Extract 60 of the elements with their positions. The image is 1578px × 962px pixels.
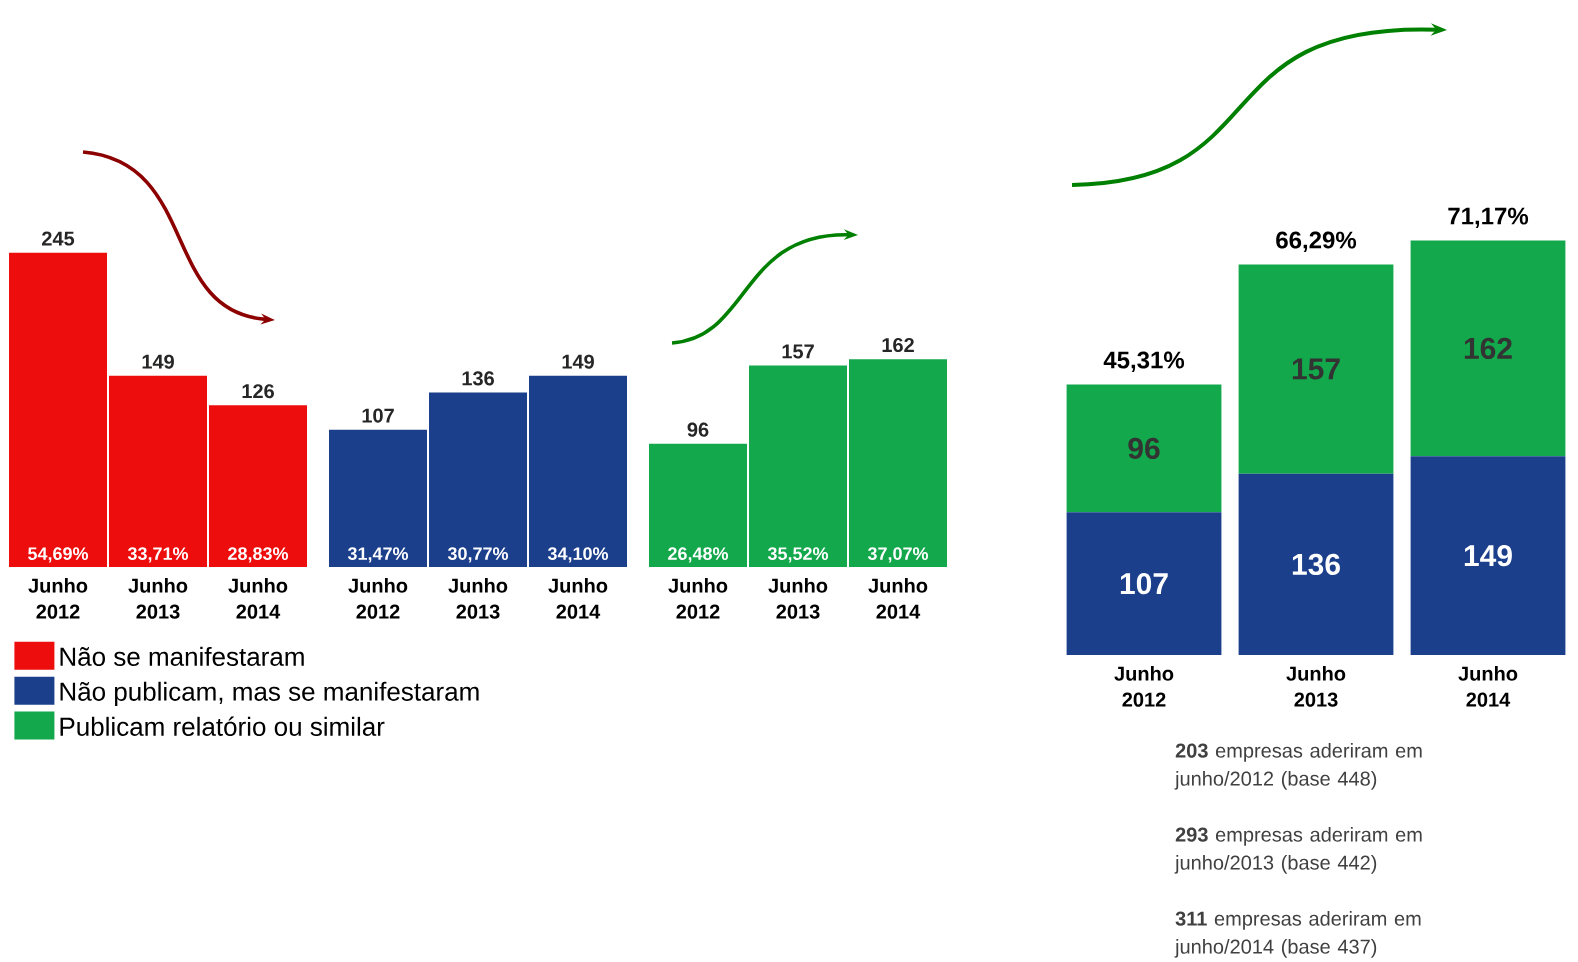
data-label: 162 [1464,337,1512,360]
data-label: 107 [1120,573,1168,595]
bar [9,252,108,567]
data-label: 107 [362,408,394,423]
text: 293 empresas aderiram em junho/2013 (base 442) [1174,827,1422,874]
bar [209,405,308,567]
annotation: 54,69% [28,547,89,563]
x-tick-label: Junho 2012 [1114,666,1174,707]
x-tick-label: Junho 2013 [768,578,828,619]
x-tick-label: Junho 2013 [1286,666,1346,707]
annotation: 34,10% [547,547,609,563]
bar [109,375,208,567]
data-label: 96 [687,422,709,437]
bar [749,365,848,567]
data-label: 149 [562,354,594,369]
x-tick-label: Junho 2014 [1458,666,1518,707]
annotation: 35,52% [767,547,829,563]
text: 203 empresas aderiram em junho/2012 (base 448) [1174,743,1422,790]
bar [1238,264,1394,474]
data-label: 162 [882,337,914,353]
x-tick-label: Junho 2013 [448,578,508,619]
annotation: 31,47% [347,547,409,563]
annotation: 28,83% [228,547,289,563]
bar [429,392,528,567]
annotation: 37,07% [867,547,929,563]
x-tick-label: Junho 2012 [28,578,88,619]
annotation: 71,17% [1448,207,1529,229]
annotation: 30,77% [447,547,509,563]
data-label: 126 [242,384,274,399]
bar [1066,512,1222,655]
bar [849,359,948,567]
data-label: 157 [1292,358,1340,380]
annotation: 26,48% [668,547,729,563]
bar [329,429,428,567]
legend-label: Não publicam, mas se manifestaram [60,681,479,707]
annotation: 33,71% [127,547,189,563]
x-tick-label: Junho 2012 [348,578,408,619]
bar [649,443,748,567]
data-label: 149 [1464,545,1512,567]
x-tick-label: Junho 2014 [868,578,928,619]
text: 311 empresas aderiram em junho/2014 (base 437) [1174,911,1421,958]
annotation: 66,29% [1276,231,1357,253]
x-tick-label: Junho 2012 [668,578,728,619]
data-label: 96 [1128,437,1160,459]
x-tick-label: Junho 2014 [228,578,288,619]
x-tick-label: Junho 2014 [548,578,608,619]
data-label: 136 [1292,553,1340,575]
bar [1410,240,1566,457]
annotation: 45,31% [1103,351,1185,372]
data-label: 245 [42,231,75,246]
bar [1410,456,1566,655]
data-label: 149 [142,354,174,369]
x-tick-label: Junho 2013 [128,578,188,619]
legend-label: Publicam relatório ou similar [60,716,385,736]
legend-label: Não se manifestaram [60,646,304,666]
bar [529,375,628,567]
bar [1238,473,1394,655]
data-label: 136 [462,371,494,386]
data-label: 157 [782,344,814,359]
bar [1066,384,1222,513]
